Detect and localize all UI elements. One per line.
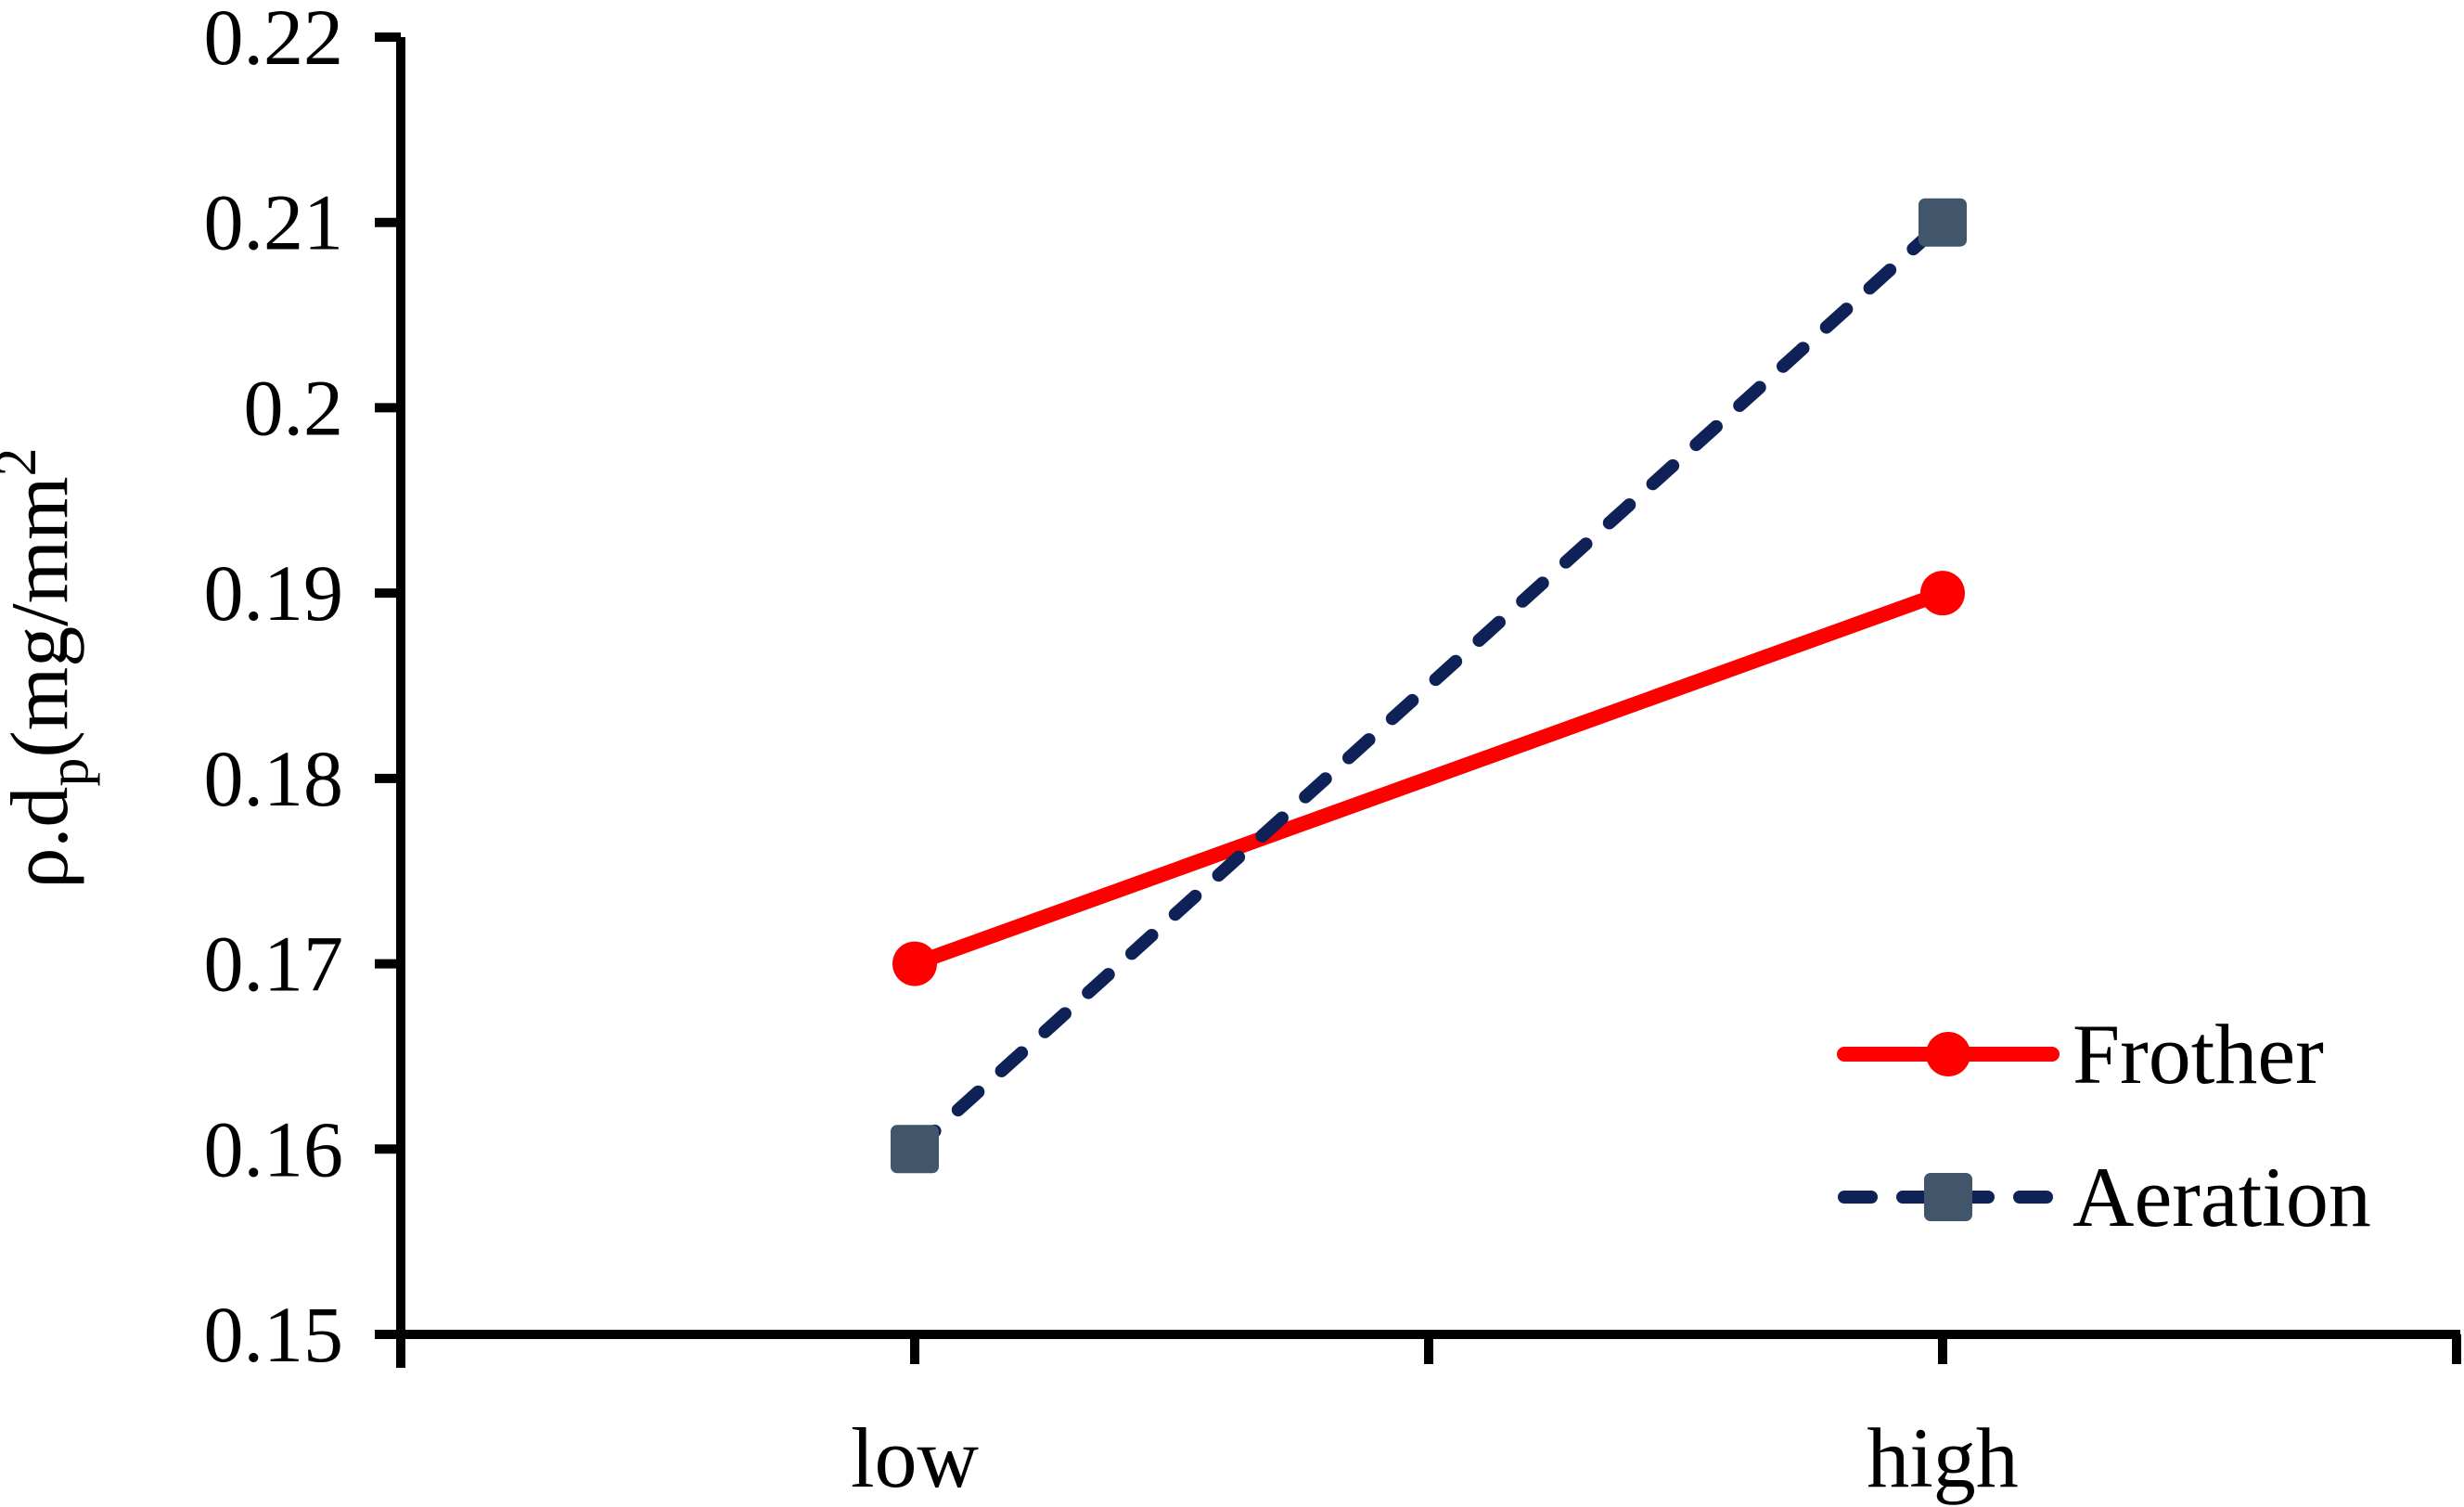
y-tick-label: 0.17 — [204, 920, 344, 1009]
y-tick-label: 0.19 — [204, 548, 344, 638]
marker-aeration-high — [1919, 198, 1967, 247]
series-aeration — [891, 198, 1967, 1174]
series-frother-line — [907, 586, 1950, 972]
y-tick-label: 0.15 — [204, 1290, 344, 1379]
legend-label-frother: Frother — [2073, 1007, 2324, 1101]
x-tick-label: low — [851, 1410, 980, 1505]
y-axis-title: ρ.dp(mg/mm2 — [0, 447, 100, 888]
y-tick-label: 0.16 — [204, 1104, 344, 1193]
legend-swatch-marker-aeration — [1924, 1173, 1972, 1221]
y-axis: 0.15 0.16 0.17 0.18 0.19 0.2 0.21 0.22 ρ.dp(mg/m… — [0, 0, 405, 1379]
legend-label-aeration: Aeration — [2073, 1150, 2371, 1244]
series-aeration-line — [908, 215, 1949, 1156]
y-tick-label: 0.18 — [204, 734, 344, 823]
legend-swatch-marker-frother — [1926, 1032, 1970, 1076]
legend-item-aeration: Aeration — [1838, 1150, 2371, 1244]
y-tick-label: 0.22 — [204, 0, 344, 82]
marker-frother-low — [892, 941, 937, 986]
legend: Frother Aeration — [1837, 1007, 2371, 1244]
marker-frother-high — [1920, 571, 1965, 616]
series-frother — [892, 571, 1965, 986]
legend-item-frother: Frother — [1837, 1007, 2324, 1101]
y-tick-label: 0.21 — [204, 178, 344, 267]
y-tick-label: 0.2 — [244, 363, 344, 452]
x-tick-label: high — [1867, 1410, 2019, 1505]
marker-aeration-low — [891, 1125, 939, 1174]
x-axis: low high — [396, 1330, 2461, 1505]
